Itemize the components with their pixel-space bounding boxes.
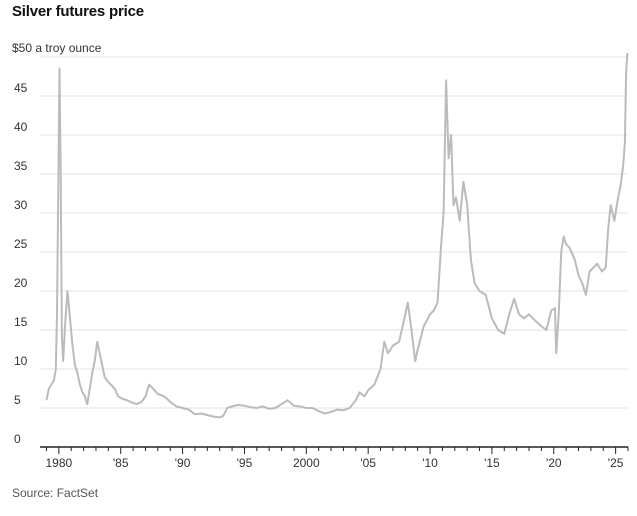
gridlines [40,56,628,409]
y-tick-label: 25 [14,237,28,251]
series-line [45,53,629,419]
y-tick-label: 20 [14,276,28,290]
y-tick-label: 15 [14,315,28,329]
x-tick-label: '15 [484,456,500,470]
y-axis-unit-label: $50 a troy ounce [12,41,102,55]
y-tick-label: 5 [14,393,21,407]
y-tick-label: 45 [14,81,28,95]
x-tick-label: '20 [546,456,562,470]
series-layer [45,53,629,419]
x-tick-label: '90 [175,456,191,470]
x-tick-label: 1980 [45,456,72,470]
y-axis-labels: 0 5 10 15 20 25 30 35 40 45 [14,81,28,446]
x-tick-label: 2000 [293,456,320,470]
source-note: Source: FactSet [12,486,99,500]
y-tick-label: 10 [14,354,28,368]
x-tick-label: '05 [360,456,376,470]
y-tick-label: 40 [14,120,28,134]
x-axis: 1980 '85 '90 '95 2000 '05 '10 '15 '20 '25 [40,446,629,470]
x-tick-label: '95 [237,456,253,470]
x-tick-label: '10 [422,456,438,470]
chart-title: Silver futures price [12,3,144,20]
x-tick-label: '85 [113,456,129,470]
y-tick-label: 35 [14,159,28,173]
y-tick-label: 30 [14,198,28,212]
y-tick-label: 0 [14,432,21,446]
x-tick-label: '25 [608,456,624,470]
